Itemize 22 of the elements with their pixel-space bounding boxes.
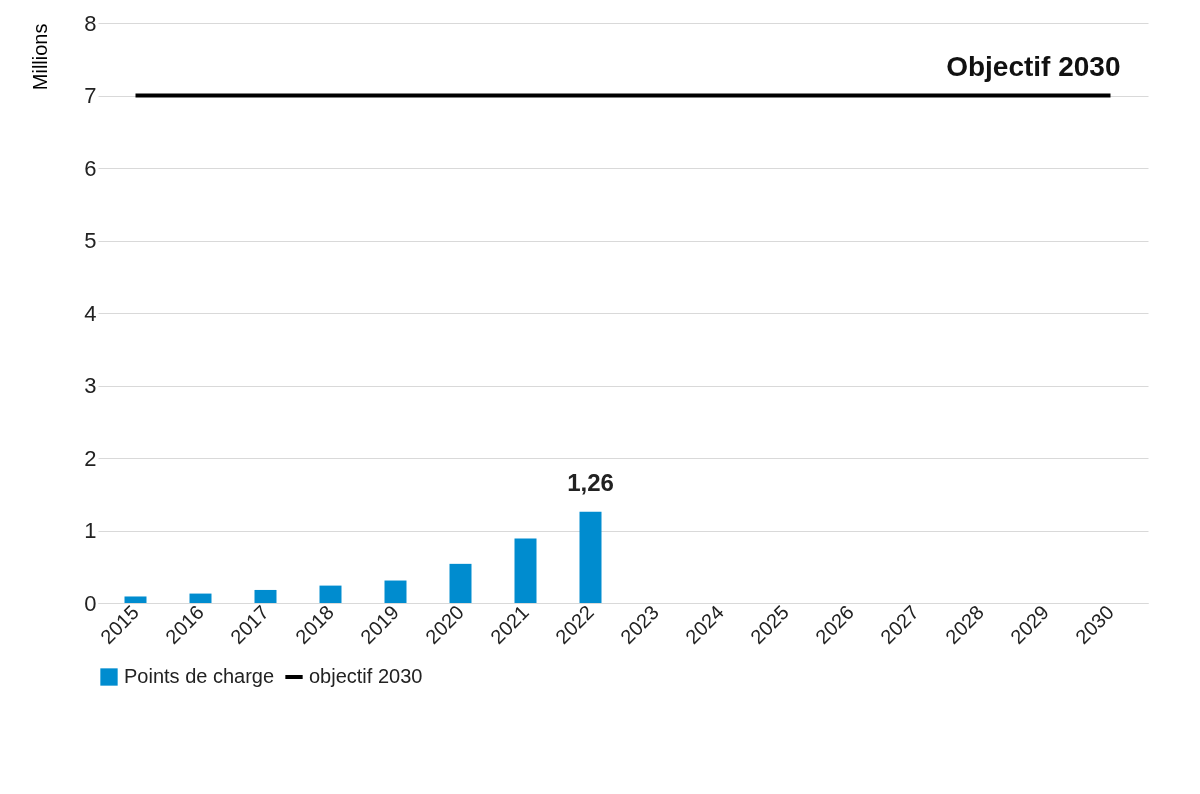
y-tick-label: 4 <box>84 300 97 326</box>
bar <box>514 538 537 603</box>
bar <box>579 511 602 603</box>
bar <box>124 596 147 603</box>
y-tick-label: 8 <box>84 10 97 36</box>
legend-label: Points de charge <box>124 665 275 687</box>
y-axis-title: Millions <box>28 23 51 91</box>
bar <box>319 585 342 603</box>
data-label: 1,26 <box>567 468 614 496</box>
legend-label: objectif 2030 <box>309 665 423 687</box>
y-tick-label: 7 <box>84 83 97 108</box>
annotation: Objectif 2030 <box>946 50 1121 82</box>
y-tick-label: 0 <box>84 590 97 616</box>
y-tick-label: 3 <box>84 373 97 398</box>
y-tick-label: 5 <box>84 228 97 253</box>
y-tick-label: 6 <box>84 155 97 181</box>
bar <box>254 589 277 603</box>
bar <box>449 563 472 603</box>
y-tick-label: 1 <box>84 518 97 543</box>
y-tick-label: 2 <box>84 445 97 471</box>
bar <box>384 580 407 603</box>
bar <box>189 593 212 603</box>
